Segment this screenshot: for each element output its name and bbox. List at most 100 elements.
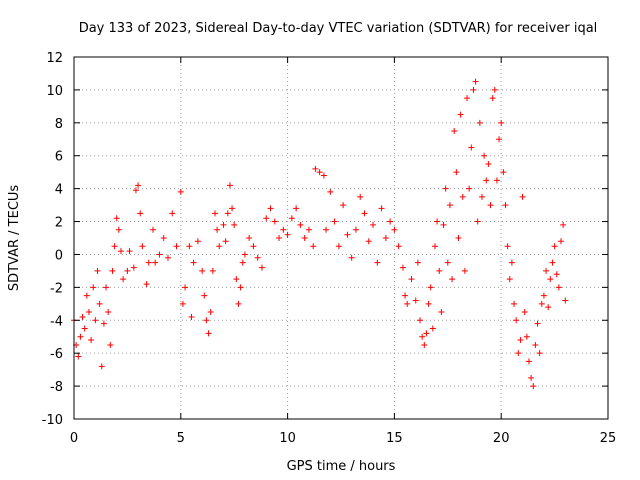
data-point xyxy=(323,226,330,233)
data-point xyxy=(519,193,526,200)
y-tick-label: 2 xyxy=(55,216,63,231)
data-point xyxy=(152,259,159,266)
data-point xyxy=(538,300,545,307)
data-point xyxy=(374,259,381,266)
data-point xyxy=(188,313,195,320)
data-point xyxy=(508,259,515,266)
data-point xyxy=(464,95,471,102)
data-point xyxy=(491,86,498,93)
data-point xyxy=(470,86,477,93)
data-point xyxy=(288,215,295,222)
data-point xyxy=(481,152,488,159)
data-point xyxy=(461,267,468,274)
y-tick-label: -10 xyxy=(42,413,63,428)
data-points xyxy=(71,78,569,390)
data-point xyxy=(250,243,257,250)
data-point xyxy=(562,297,569,304)
data-point xyxy=(316,169,323,176)
x-tick-label: 0 xyxy=(70,431,78,446)
y-tick-label: 6 xyxy=(55,150,63,165)
data-point xyxy=(137,210,144,217)
data-point xyxy=(340,202,347,209)
data-point xyxy=(320,172,327,179)
data-point xyxy=(421,341,428,348)
data-point xyxy=(348,254,355,261)
x-axis-label: GPS time / hours xyxy=(287,459,396,474)
data-point xyxy=(434,218,441,225)
data-point xyxy=(156,251,163,258)
data-point xyxy=(214,226,221,233)
data-point xyxy=(199,267,206,274)
data-point xyxy=(81,325,88,332)
data-point xyxy=(506,276,513,283)
data-point xyxy=(478,193,485,200)
y-tick-label: 8 xyxy=(55,117,63,132)
data-point xyxy=(229,205,236,212)
data-point xyxy=(395,243,402,250)
data-point xyxy=(553,271,560,278)
data-point xyxy=(186,243,193,250)
data-point xyxy=(173,243,180,250)
data-point xyxy=(504,243,511,250)
data-point xyxy=(402,292,409,299)
y-tick-label: 12 xyxy=(46,51,63,66)
data-point xyxy=(502,202,509,209)
data-point xyxy=(455,235,462,241)
data-point xyxy=(560,221,567,228)
data-point xyxy=(523,333,530,340)
data-point xyxy=(536,350,543,357)
data-point xyxy=(310,243,317,250)
data-point xyxy=(79,313,86,320)
grid-lines xyxy=(74,57,608,419)
data-point xyxy=(105,309,112,316)
data-point xyxy=(442,185,449,192)
data-point xyxy=(528,374,535,381)
data-point xyxy=(391,226,398,233)
data-point xyxy=(103,284,110,291)
y-tick-label: -6 xyxy=(50,347,63,362)
y-tick-label: 10 xyxy=(46,84,63,99)
axis-ticks: 0 5 10 15 20 25 -10 -8 -6 -4 -2 0 2 4 6 8 10 12 xyxy=(42,51,617,446)
data-point xyxy=(177,188,184,195)
data-point xyxy=(194,238,201,245)
data-point xyxy=(222,238,229,245)
data-point xyxy=(549,259,556,266)
y-tick-label: -4 xyxy=(50,314,63,329)
data-point xyxy=(190,259,197,266)
data-point xyxy=(387,218,394,225)
x-tick-label: 5 xyxy=(177,431,185,446)
data-point xyxy=(246,235,253,241)
data-point xyxy=(408,276,415,283)
data-point xyxy=(75,353,82,360)
data-point xyxy=(440,221,447,228)
data-point xyxy=(382,235,389,241)
data-point xyxy=(474,218,481,225)
x-tick-label: 20 xyxy=(493,431,510,446)
data-point xyxy=(540,292,547,299)
data-point xyxy=(551,243,558,250)
data-point xyxy=(555,284,562,291)
data-point xyxy=(235,300,242,307)
data-point xyxy=(444,259,451,266)
x-tick-label: 10 xyxy=(279,431,296,446)
data-point xyxy=(414,259,421,266)
data-point xyxy=(96,300,103,307)
data-point xyxy=(293,205,300,212)
data-point xyxy=(145,259,152,266)
data-point xyxy=(493,177,500,184)
data-point xyxy=(216,243,223,250)
data-point xyxy=(135,182,142,189)
data-point xyxy=(545,304,552,311)
data-point xyxy=(220,221,227,228)
data-point xyxy=(241,251,248,258)
data-point xyxy=(500,169,507,176)
data-point xyxy=(468,144,475,151)
data-point xyxy=(205,330,212,337)
data-point xyxy=(237,284,244,291)
data-point xyxy=(301,235,308,241)
data-point xyxy=(417,317,424,324)
data-point xyxy=(98,363,105,370)
data-point xyxy=(352,226,359,233)
